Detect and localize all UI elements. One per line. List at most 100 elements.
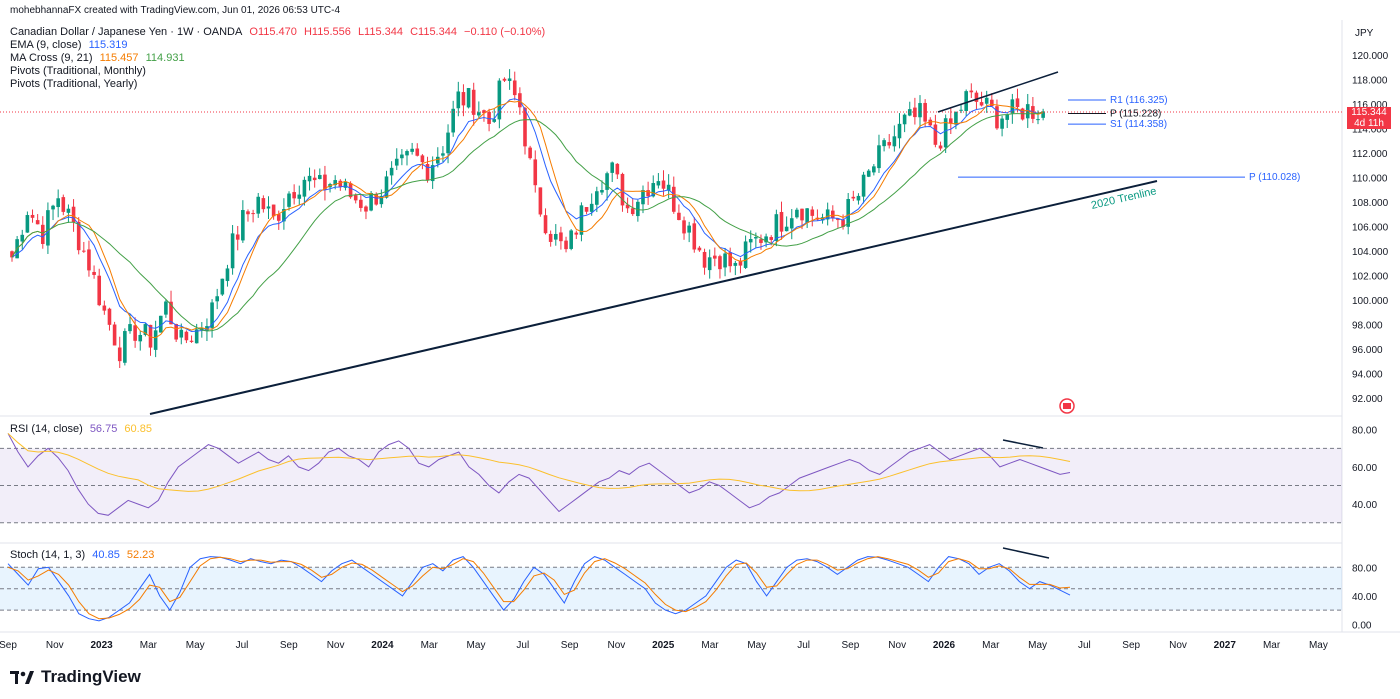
candle-body xyxy=(87,249,91,271)
pivot-monthly-legend[interactable]: Pivots (Traditional, Monthly) xyxy=(10,65,146,77)
candle-body xyxy=(246,211,250,215)
time-tick-label: Jul xyxy=(236,640,249,651)
candle-body xyxy=(661,180,666,189)
candle-body xyxy=(718,256,722,270)
candle-body xyxy=(646,190,650,197)
candle-body xyxy=(872,166,876,173)
candle-body xyxy=(266,206,271,209)
ohlc-low: L115.344 xyxy=(357,26,404,38)
candle-body xyxy=(851,196,856,199)
ema-value: 115.319 xyxy=(88,39,128,51)
time-tick-label: Nov xyxy=(608,640,626,651)
candle-body xyxy=(25,215,30,233)
ohlc-change: −0.110 (−0.10%) xyxy=(464,26,546,38)
candle-body xyxy=(692,223,697,250)
candle-body xyxy=(990,99,994,107)
candle-body xyxy=(918,103,922,118)
candle-body xyxy=(441,153,445,156)
candle-body xyxy=(189,340,194,342)
candle-body xyxy=(759,239,763,243)
candle-body xyxy=(764,236,768,243)
candle-body xyxy=(471,89,476,115)
candle-body xyxy=(702,251,707,268)
brand-name: TradingView xyxy=(41,667,141,686)
candle-body xyxy=(71,206,76,223)
candle-body xyxy=(307,175,312,182)
candle-body xyxy=(364,206,368,212)
candle-body xyxy=(210,302,214,328)
candle-body xyxy=(887,142,892,146)
stoch-legend[interactable]: Stoch (14, 1, 3) 40.85 52.23 xyxy=(10,549,158,562)
rsi-label: RSI (14, close) xyxy=(10,423,83,435)
pivot-label: R1 (116.325) xyxy=(1110,95,1168,106)
candle-body xyxy=(553,233,558,240)
candle-body xyxy=(477,112,481,116)
candle-body xyxy=(318,175,322,179)
candle-body xyxy=(353,195,358,201)
candle-body xyxy=(569,230,573,249)
candle-body xyxy=(877,145,881,169)
candle-body xyxy=(630,208,635,215)
countdown: 4d 11h xyxy=(1354,118,1384,129)
candle-body xyxy=(1015,98,1020,108)
price-tick-label: 104.000 xyxy=(1352,247,1389,258)
candle-body xyxy=(502,78,507,81)
symbol-name[interactable]: Canadian Dollar / Japanese Yen · 1W · OA… xyxy=(10,26,243,38)
time-tick-label: Jul xyxy=(1078,640,1091,651)
time-tick-label: Mar xyxy=(982,640,1000,651)
candle-body xyxy=(1005,114,1010,120)
candle-body xyxy=(605,173,609,190)
rsi-tick-label: 80.00 xyxy=(1352,426,1377,437)
candle-body xyxy=(1041,111,1045,118)
candle-body xyxy=(123,331,127,363)
candle-body xyxy=(338,180,343,187)
candle-body xyxy=(282,209,286,222)
time-tick-label: May xyxy=(467,640,486,651)
candle-body xyxy=(974,92,979,102)
candle-body xyxy=(964,91,968,111)
candle-body xyxy=(543,215,548,234)
time-tick-label: Nov xyxy=(888,640,906,651)
price-tick-label: 112.000 xyxy=(1352,149,1388,160)
candle-body xyxy=(389,167,394,176)
candle-body xyxy=(923,102,927,122)
candle-body xyxy=(35,220,40,225)
pivot-label: P (110.028) xyxy=(1249,172,1300,183)
candle-body xyxy=(153,330,158,350)
macross-legend[interactable]: MA Cross (9, 21) 115.457 114.931 xyxy=(10,52,189,65)
time-tick-label: May xyxy=(747,640,766,651)
candle-body xyxy=(302,179,307,197)
candle-body xyxy=(584,207,589,212)
rsi-legend[interactable]: RSI (14, close) 56.75 60.85 xyxy=(10,423,156,436)
pivot-yearly-legend[interactable]: Pivots (Traditional, Yearly) xyxy=(10,78,138,90)
tradingview-logo[interactable]: TradingView xyxy=(10,667,141,687)
candle-body xyxy=(713,255,717,259)
stoch-tick-label: 40.00 xyxy=(1352,592,1377,603)
candle-body xyxy=(512,80,517,96)
price-tick-label: 120.000 xyxy=(1352,51,1389,62)
macross-value-2: 114.931 xyxy=(145,52,185,64)
ema-legend[interactable]: EMA (9, close) 115.319 xyxy=(10,39,132,52)
stoch-band xyxy=(0,567,1342,611)
time-tick-label: 2023 xyxy=(90,640,113,651)
candle-body xyxy=(394,158,399,166)
tradingview-icon xyxy=(10,671,34,684)
candle-body xyxy=(656,181,661,186)
candle-body xyxy=(251,213,255,215)
time-tick-label: Mar xyxy=(421,640,439,651)
candle-body xyxy=(882,140,886,147)
stoch-tick-label: 80.00 xyxy=(1352,563,1377,574)
price-tick-label: 98.000 xyxy=(1352,321,1383,332)
candle-body xyxy=(410,148,414,152)
price-tick-label: 102.000 xyxy=(1352,272,1389,283)
candle-body xyxy=(897,123,902,139)
stoch-k-value: 40.85 xyxy=(92,549,120,561)
time-tick-label: Mar xyxy=(701,640,719,651)
candle-body xyxy=(359,199,363,208)
candle-body xyxy=(107,308,112,325)
candle-body xyxy=(959,109,963,111)
candle-body xyxy=(430,165,435,182)
candle-body xyxy=(323,174,327,190)
candle-body xyxy=(256,196,261,214)
